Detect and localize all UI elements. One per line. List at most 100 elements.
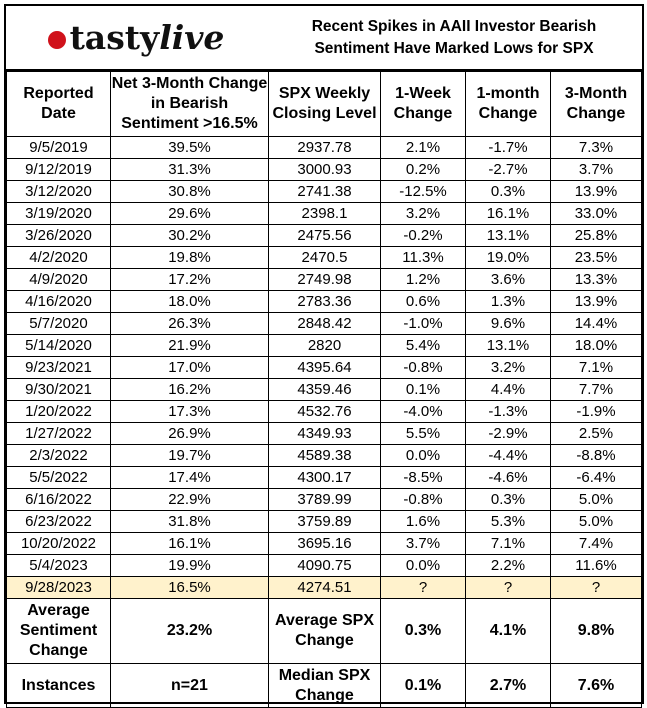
table-row: 3/26/2020 30.2% 2475.56 -0.2% 13.1% 25.8% xyxy=(6,224,642,247)
title-line: Sentiment Have Marked Lows for SPX xyxy=(314,39,594,57)
table-cell: 2937.78 xyxy=(268,136,381,159)
table-cell: 3/26/2020 xyxy=(6,224,111,247)
table-cell: 3695.16 xyxy=(268,532,381,555)
table-row: 4/2/2020 19.8% 2470.5 11.3% 19.0% 23.5% xyxy=(6,246,642,269)
table-cell: 3.7% xyxy=(380,532,466,555)
table-cell: 5/5/2022 xyxy=(6,466,111,489)
summary-row: Average Sentiment Change 23.2% Average SPX… xyxy=(6,598,642,664)
table-cell: 2398.1 xyxy=(268,202,381,225)
table-cell: 9/30/2021 xyxy=(6,378,111,401)
table-cell: 18.0% xyxy=(550,334,642,357)
table-cell: 2820 xyxy=(268,334,381,357)
chart-title: Recent Spikes in AAII Investor Bearish Se… xyxy=(266,16,642,60)
table-cell: 31.8% xyxy=(110,510,269,533)
summary-cell: 4.1% xyxy=(465,598,551,664)
table-row: 9/12/2019 31.3% 3000.93 0.2% -2.7% 3.7% xyxy=(6,158,642,181)
table-cell: 7.1% xyxy=(465,532,551,555)
table-cell: 0.0% xyxy=(380,444,466,467)
table-cell: 2783.36 xyxy=(268,290,381,313)
table-cell: 5.3% xyxy=(465,510,551,533)
table-cell: 30.8% xyxy=(110,180,269,203)
table-cell: 30.2% xyxy=(110,224,269,247)
table-cell: 2470.5 xyxy=(268,246,381,269)
table-cell: 13.1% xyxy=(465,334,551,357)
table-row: 5/4/2023 19.9% 4090.75 0.0% 2.2% 11.6% xyxy=(6,554,642,577)
table-cell: 3.2% xyxy=(465,356,551,379)
table-row: 10/20/2022 16.1% 3695.16 3.7% 7.1% 7.4% xyxy=(6,532,642,555)
table-row: 3/12/2020 30.8% 2741.38 -12.5% 0.3% 13.9% xyxy=(6,180,642,203)
table-cell: 7.4% xyxy=(550,532,642,555)
table-cell: 26.3% xyxy=(110,312,269,335)
table-cell: 2475.56 xyxy=(268,224,381,247)
table-cell: 3000.93 xyxy=(268,158,381,181)
table-cell: 0.2% xyxy=(380,158,466,181)
table-cell: 4/2/2020 xyxy=(6,246,111,269)
table-row: 3/19/2020 29.6% 2398.1 3.2% 16.1% 33.0% xyxy=(6,202,642,225)
table-cell: 17.2% xyxy=(110,268,269,291)
summary-cell: 23.2% xyxy=(110,598,269,664)
table-cell: 5.0% xyxy=(550,488,642,511)
table-cell: 9/12/2019 xyxy=(6,158,111,181)
table-cell: 2848.42 xyxy=(268,312,381,335)
table-cell: 4.4% xyxy=(465,378,551,401)
table-cell: 22.9% xyxy=(110,488,269,511)
table-cell: -0.8% xyxy=(380,488,466,511)
column-header: Net 3-Month Change in Bearish Sentiment … xyxy=(110,71,269,137)
table-cell: 4/9/2020 xyxy=(6,268,111,291)
table-row: 9/5/2019 39.5% 2937.78 2.1% -1.7% 7.3% xyxy=(6,136,642,159)
table-cell: 6/23/2022 xyxy=(6,510,111,533)
logo-text-italic: live xyxy=(159,18,225,57)
table-cell: -6.4% xyxy=(550,466,642,489)
column-header: 1-Week Change xyxy=(380,71,466,137)
table-cell: 7.1% xyxy=(550,356,642,379)
table-cell: 18.0% xyxy=(110,290,269,313)
table-cell: ? xyxy=(380,576,466,599)
summary-cell: 0.3% xyxy=(380,598,466,664)
column-header: SPX Weekly Closing Level xyxy=(268,71,381,137)
table-cell: 11.3% xyxy=(380,246,466,269)
table-row: 5/7/2020 26.3% 2848.42 -1.0% 9.6% 14.4% xyxy=(6,312,642,335)
table-cell: 0.1% xyxy=(380,378,466,401)
table-cell: 31.3% xyxy=(110,158,269,181)
table-cell: 16.1% xyxy=(465,202,551,225)
table-cell: 26.9% xyxy=(110,422,269,445)
table-cell: 9.6% xyxy=(465,312,551,335)
table-cell: 9/28/2023 xyxy=(6,576,111,599)
table-cell: 0.6% xyxy=(380,290,466,313)
table-row: 2/3/2022 19.7% 4589.38 0.0% -4.4% -8.8% xyxy=(6,444,642,467)
table-image: tasty live Recent Spikes in AAII Investor… xyxy=(4,4,644,708)
table-cell: -1.7% xyxy=(465,136,551,159)
table-cell: 6/16/2022 xyxy=(6,488,111,511)
table-cell: -4.0% xyxy=(380,400,466,423)
table-cell: 14.4% xyxy=(550,312,642,335)
table-cell: -0.2% xyxy=(380,224,466,247)
table-cell: 21.9% xyxy=(110,334,269,357)
table-cell: 2749.98 xyxy=(268,268,381,291)
cherry-icon xyxy=(47,30,66,49)
logo-text: tasty xyxy=(69,18,160,57)
table-cell: 11.6% xyxy=(550,554,642,577)
table-cell: 0.3% xyxy=(465,488,551,511)
table-row: 9/23/2021 17.0% 4395.64 -0.8% 3.2% 7.1% xyxy=(6,356,642,379)
table-cell: -2.7% xyxy=(465,158,551,181)
table-cell: -1.3% xyxy=(465,400,551,423)
table-cell: 17.0% xyxy=(110,356,269,379)
table-cell: 19.8% xyxy=(110,246,269,269)
table-row: 4/16/2020 18.0% 2783.36 0.6% 1.3% 13.9% xyxy=(6,290,642,313)
table-cell: -1.0% xyxy=(380,312,466,335)
table-row: 5/14/2020 21.9% 2820 5.4% 13.1% 18.0% xyxy=(6,334,642,357)
table-cell: 4300.17 xyxy=(268,466,381,489)
table-cell: 4349.93 xyxy=(268,422,381,445)
table-row: 5/5/2022 17.4% 4300.17 -8.5% -4.6% -6.4% xyxy=(6,466,642,489)
table-cell: 3/12/2020 xyxy=(6,180,111,203)
table-cell: 5/7/2020 xyxy=(6,312,111,335)
table-cell: 5/14/2020 xyxy=(6,334,111,357)
summary-cell: Instances xyxy=(6,663,111,708)
table-cell: 9/5/2019 xyxy=(6,136,111,159)
table-cell: 5.5% xyxy=(380,422,466,445)
summary-row: Instances n=21 Median SPX Change 0.1% 2.7% 7.… xyxy=(6,663,642,708)
table-cell: ? xyxy=(550,576,642,599)
table-cell: 19.7% xyxy=(110,444,269,467)
table-row: 9/30/2021 16.2% 4359.46 0.1% 4.4% 7.7% xyxy=(6,378,642,401)
summary-cell: 2.7% xyxy=(465,663,551,708)
